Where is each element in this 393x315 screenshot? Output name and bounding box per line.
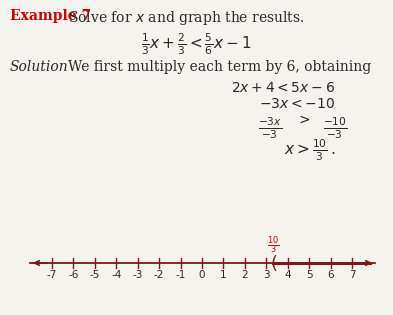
Text: 0: 0 xyxy=(199,270,205,280)
Text: 6: 6 xyxy=(327,270,334,280)
Text: $($: $($ xyxy=(270,253,277,273)
Text: -5: -5 xyxy=(90,270,100,280)
Text: 7: 7 xyxy=(349,270,355,280)
Text: $-3x < -10$: $-3x < -10$ xyxy=(259,97,335,111)
Text: -7: -7 xyxy=(47,270,57,280)
Text: $\frac{-3x}{-3}$: $\frac{-3x}{-3}$ xyxy=(258,115,282,140)
Text: -4: -4 xyxy=(111,270,121,280)
Text: Example 7: Example 7 xyxy=(10,9,91,23)
Text: 3: 3 xyxy=(263,270,270,280)
Text: $\frac{-10}{-3}$: $\frac{-10}{-3}$ xyxy=(323,115,347,140)
Text: $\frac{10}{3}$: $\frac{10}{3}$ xyxy=(267,234,280,256)
Text: -3: -3 xyxy=(132,270,143,280)
Text: 2: 2 xyxy=(242,270,248,280)
Text: -1: -1 xyxy=(175,270,186,280)
Text: $2x + 4 < 5x - 6$: $2x + 4 < 5x - 6$ xyxy=(231,81,335,95)
Text: We first multiply each term by 6, obtaining: We first multiply each term by 6, obtain… xyxy=(68,60,371,74)
Text: $\frac{1}{3}x + \frac{2}{3} < \frac{5}{6}x - 1$: $\frac{1}{3}x + \frac{2}{3} < \frac{5}{6… xyxy=(141,31,251,57)
Text: 4: 4 xyxy=(285,270,291,280)
Text: -6: -6 xyxy=(68,270,79,280)
Text: $>$: $>$ xyxy=(296,113,310,127)
Text: Solve for $x$ and graph the results.: Solve for $x$ and graph the results. xyxy=(68,9,305,27)
Text: $x > \frac{10}{3}\,.$: $x > \frac{10}{3}\,.$ xyxy=(284,137,335,163)
Text: 1: 1 xyxy=(220,270,227,280)
Text: 5: 5 xyxy=(306,270,312,280)
Text: -2: -2 xyxy=(154,270,164,280)
Text: Solution: Solution xyxy=(10,60,69,74)
